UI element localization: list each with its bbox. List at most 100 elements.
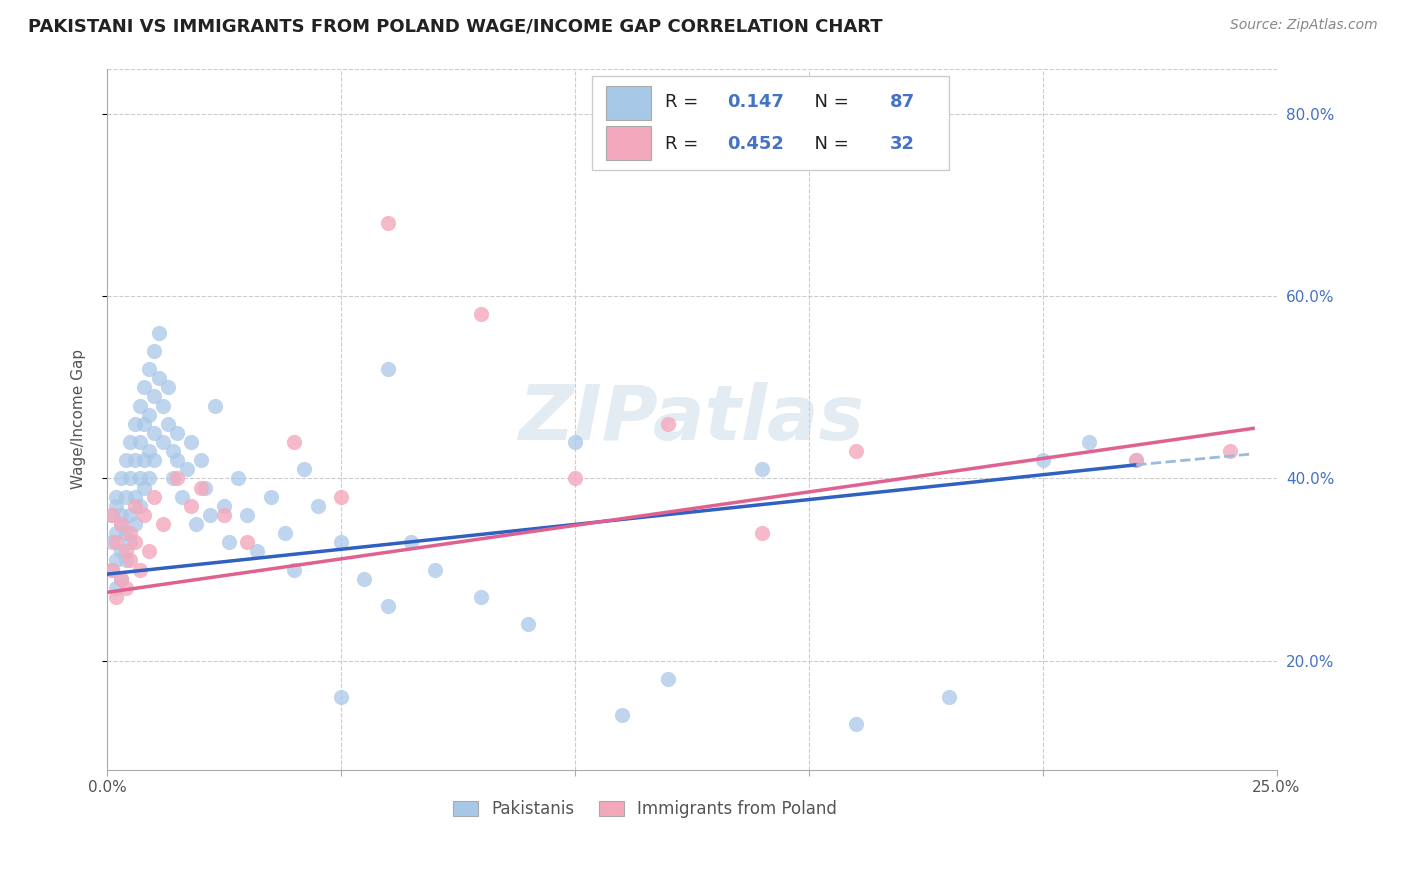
Point: [120, 535, 142, 549]
Point: [246, 544, 269, 558]
Point: [124, 535, 146, 549]
Point: [353, 572, 375, 586]
Point: [517, 617, 540, 632]
Point: [114, 526, 136, 541]
Point: [1219, 444, 1241, 458]
Point: [190, 453, 212, 467]
Point: [134, 417, 156, 431]
Point: [184, 516, 207, 531]
Point: [120, 471, 142, 485]
Point: [152, 516, 174, 531]
Point: [110, 508, 132, 522]
Point: [156, 380, 179, 394]
Point: [110, 471, 132, 485]
Point: [138, 444, 160, 458]
Point: [180, 435, 202, 450]
Point: [100, 535, 122, 549]
Text: N =: N =: [803, 135, 855, 153]
Point: [142, 343, 165, 358]
Point: [236, 508, 259, 522]
Point: [128, 563, 150, 577]
Text: N =: N =: [803, 93, 855, 112]
Point: [198, 508, 221, 522]
Point: [470, 590, 492, 604]
Point: [564, 435, 586, 450]
Point: [120, 553, 142, 567]
Point: [307, 499, 329, 513]
Text: 0.147: 0.147: [727, 93, 783, 112]
Point: [330, 490, 353, 504]
Point: [148, 371, 170, 385]
Point: [134, 380, 156, 394]
Point: [176, 462, 198, 476]
Point: [105, 526, 128, 541]
Point: [180, 499, 202, 513]
Point: [114, 553, 136, 567]
Point: [134, 481, 156, 495]
Point: [292, 462, 315, 476]
Point: [283, 435, 305, 450]
Point: [142, 389, 165, 403]
Point: [142, 425, 165, 440]
Point: [138, 544, 160, 558]
Point: [128, 471, 150, 485]
Point: [156, 417, 179, 431]
Point: [399, 535, 422, 549]
Point: [124, 516, 146, 531]
Point: [128, 499, 150, 513]
Text: Source: ZipAtlas.com: Source: ZipAtlas.com: [1230, 18, 1378, 32]
Point: [100, 563, 122, 577]
Text: 0.452: 0.452: [727, 135, 783, 153]
Point: [751, 526, 773, 541]
Point: [124, 453, 146, 467]
Bar: [606, 86, 651, 120]
Point: [377, 599, 399, 613]
Point: [142, 490, 165, 504]
Point: [114, 544, 136, 558]
Y-axis label: Wage/Income Gap: Wage/Income Gap: [72, 349, 86, 490]
Point: [110, 572, 132, 586]
Point: [110, 544, 132, 558]
Text: R =: R =: [665, 93, 704, 112]
Point: [114, 490, 136, 504]
Point: [377, 216, 399, 230]
Point: [212, 508, 235, 522]
Text: R =: R =: [665, 135, 704, 153]
Point: [274, 526, 297, 541]
Point: [226, 471, 249, 485]
Point: [657, 672, 679, 686]
Point: [100, 563, 122, 577]
Point: [124, 417, 146, 431]
Point: [204, 399, 226, 413]
Point: [283, 563, 305, 577]
Point: [1125, 453, 1147, 467]
Point: [105, 590, 128, 604]
Point: [152, 435, 174, 450]
Point: [236, 535, 259, 549]
Point: [610, 708, 633, 723]
Text: 32: 32: [890, 135, 914, 153]
Point: [100, 508, 122, 522]
Point: [330, 690, 353, 705]
Point: [110, 516, 132, 531]
Point: [162, 444, 184, 458]
Point: [844, 444, 866, 458]
Point: [377, 362, 399, 376]
Text: ZIPatlas: ZIPatlas: [519, 383, 865, 457]
Point: [844, 717, 866, 731]
Point: [124, 490, 146, 504]
Point: [138, 471, 160, 485]
Point: [120, 508, 142, 522]
Bar: [606, 126, 651, 160]
Point: [105, 581, 128, 595]
Point: [470, 308, 492, 322]
Point: [423, 563, 446, 577]
Point: [166, 453, 188, 467]
Point: [120, 435, 142, 450]
Point: [938, 690, 960, 705]
Point: [114, 453, 136, 467]
Point: [124, 499, 146, 513]
Point: [128, 435, 150, 450]
Point: [105, 499, 128, 513]
Point: [134, 453, 156, 467]
